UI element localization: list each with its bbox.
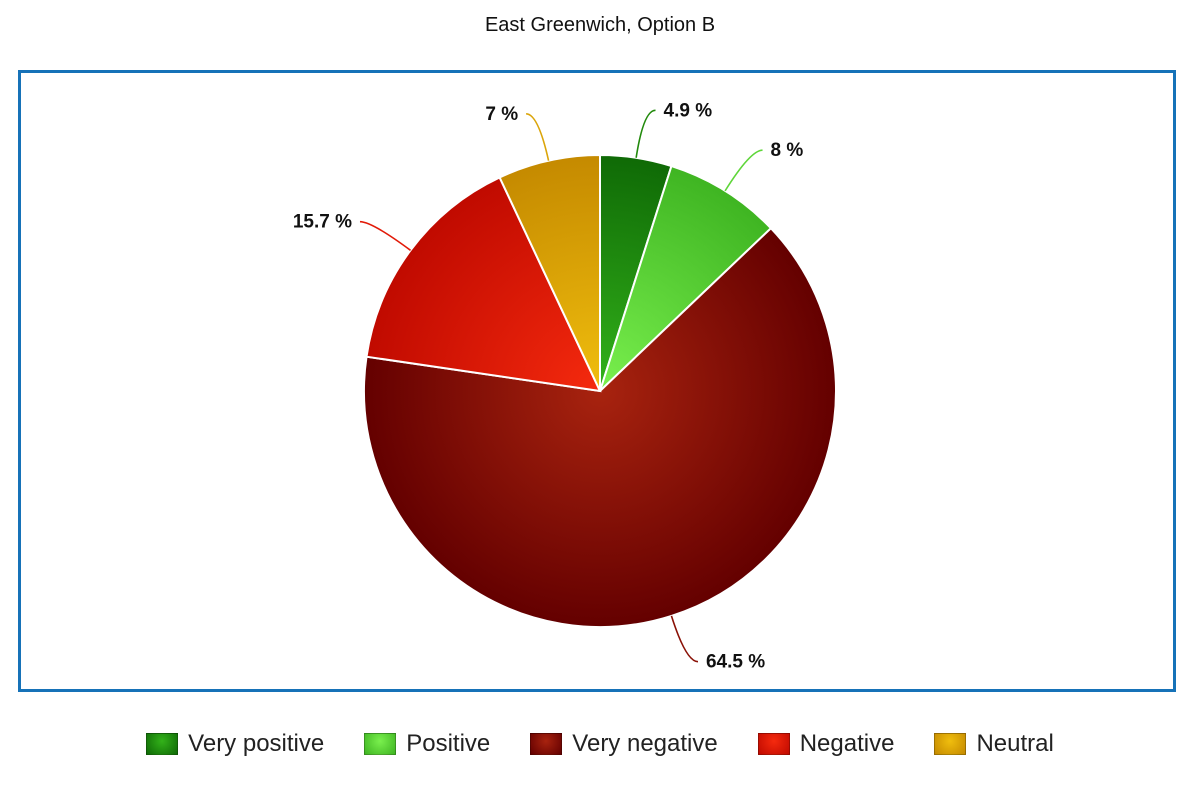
pie-slice-very-negative[interactable] <box>363 226 837 628</box>
legend-item-neutral[interactable]: Neutral <box>934 730 1054 758</box>
data-label-neutral: 7 % <box>485 104 518 125</box>
data-label-very-negative: 64.5 % <box>706 652 765 673</box>
connector-neutral <box>525 113 550 161</box>
legend-label-very-positive: Very positive <box>188 730 325 757</box>
chart-title: East Greenwich, Option B <box>484 14 716 36</box>
pie-connectors <box>359 109 763 663</box>
legend-swatch-very-negative <box>530 733 563 755</box>
legend-swatch-negative <box>757 733 790 755</box>
legend-swatch-very-positive <box>146 733 179 755</box>
legend-item-positive[interactable]: Positive <box>364 730 490 758</box>
legend-label-negative: Negative <box>799 730 895 757</box>
legend-label-neutral: Neutral <box>976 730 1054 757</box>
connector-negative <box>359 220 411 251</box>
data-label-very-positive: 4.9 % <box>664 100 713 121</box>
connector-very-positive <box>635 109 656 158</box>
connector-very-negative <box>670 615 699 663</box>
connector-positive <box>724 149 763 192</box>
legend-item-very-positive[interactable]: Very positive <box>146 730 324 758</box>
pie-labels: 4.9 % 8 % 64.5 % 15.7 % 7 % <box>293 100 804 672</box>
legend: Very positive Positive Very negative Neg… <box>0 730 1200 758</box>
legend-label-very-negative: Very negative <box>572 730 718 757</box>
legend-swatch-positive <box>364 733 397 755</box>
legend-item-very-negative[interactable]: Very negative <box>530 730 718 758</box>
pie-slices <box>363 153 837 628</box>
pie-slice-neutral[interactable] <box>498 153 601 392</box>
pie-slice-negative[interactable] <box>365 176 602 393</box>
pie-slice-positive[interactable] <box>599 164 773 392</box>
legend-label-positive: Positive <box>406 730 491 757</box>
plot-area-frame <box>18 70 1176 692</box>
data-label-positive: 8 % <box>771 140 804 161</box>
legend-item-negative[interactable]: Negative <box>757 730 895 758</box>
data-label-negative: 15.7 % <box>293 212 352 233</box>
legend-swatch-neutral <box>934 733 967 755</box>
